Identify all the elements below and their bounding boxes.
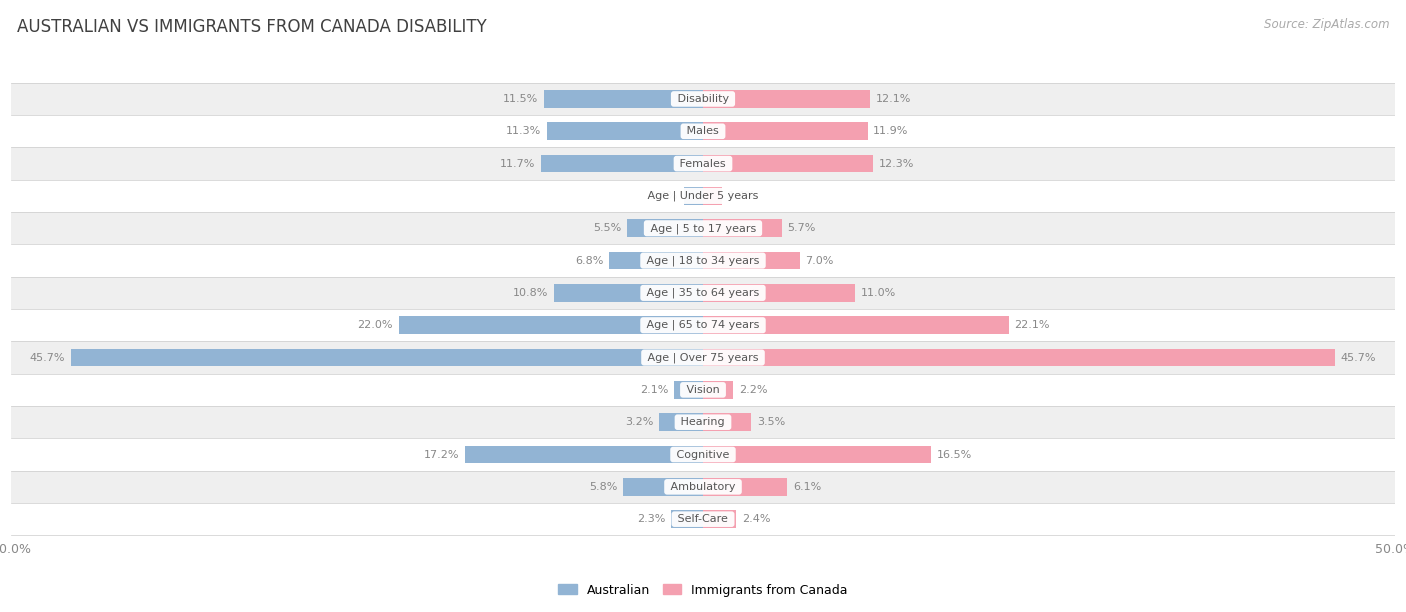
Bar (70, 349, 703, 367)
Text: 6.8%: 6.8% (575, 256, 603, 266)
Text: 12.1%: 12.1% (876, 94, 911, 104)
Text: Self-Care: Self-Care (675, 514, 731, 524)
Bar (11, 244, 1395, 277)
Text: Females: Females (676, 159, 730, 168)
Bar (627, 219, 703, 237)
Bar (11, 406, 1395, 438)
Bar (673, 381, 703, 399)
Bar (11, 374, 1395, 406)
Text: 22.1%: 22.1% (1014, 320, 1050, 330)
Bar (683, 187, 703, 205)
Bar (554, 284, 703, 302)
Text: 3.2%: 3.2% (624, 417, 654, 427)
Text: 2.4%: 2.4% (742, 514, 770, 524)
Text: Disability: Disability (673, 94, 733, 104)
Bar (703, 90, 870, 108)
Text: 10.8%: 10.8% (513, 288, 548, 298)
Bar (11, 115, 1395, 147)
Text: Age | 18 to 34 years: Age | 18 to 34 years (643, 255, 763, 266)
Text: Males: Males (683, 126, 723, 136)
Bar (703, 316, 1008, 334)
Text: 6.1%: 6.1% (793, 482, 821, 492)
Bar (11, 309, 1395, 341)
Bar (399, 316, 703, 334)
Text: 2.3%: 2.3% (637, 514, 665, 524)
Bar (11, 147, 1395, 180)
Text: 11.7%: 11.7% (501, 159, 536, 168)
Text: Age | 5 to 17 years: Age | 5 to 17 years (647, 223, 759, 234)
Text: 45.7%: 45.7% (1341, 353, 1376, 362)
Text: 11.9%: 11.9% (873, 126, 908, 136)
Text: 12.3%: 12.3% (879, 159, 914, 168)
Bar (703, 413, 751, 431)
Bar (11, 341, 1395, 374)
Bar (703, 478, 787, 496)
Text: 11.3%: 11.3% (506, 126, 541, 136)
Text: 5.5%: 5.5% (593, 223, 621, 233)
Text: 3.5%: 3.5% (756, 417, 785, 427)
Bar (703, 381, 734, 399)
Bar (11, 471, 1395, 503)
Text: 2.2%: 2.2% (740, 385, 768, 395)
Legend: Australian, Immigrants from Canada: Australian, Immigrants from Canada (558, 584, 848, 597)
Bar (703, 510, 737, 528)
Bar (11, 83, 1395, 115)
Text: 17.2%: 17.2% (425, 450, 460, 460)
Bar (547, 122, 703, 140)
Text: Age | Under 5 years: Age | Under 5 years (644, 191, 762, 201)
Bar (671, 510, 703, 528)
Text: 5.8%: 5.8% (589, 482, 617, 492)
Text: Age | Over 75 years: Age | Over 75 years (644, 353, 762, 363)
Text: Vision: Vision (683, 385, 723, 395)
Bar (623, 478, 703, 496)
Bar (609, 252, 703, 269)
Text: 11.0%: 11.0% (860, 288, 896, 298)
Bar (544, 90, 703, 108)
Bar (465, 446, 703, 463)
Bar (11, 180, 1395, 212)
Text: 1.4%: 1.4% (650, 191, 678, 201)
Text: 11.5%: 11.5% (503, 94, 538, 104)
Bar (11, 503, 1395, 536)
Text: 5.7%: 5.7% (787, 223, 815, 233)
Bar (11, 212, 1395, 244)
Bar (703, 252, 800, 269)
Bar (703, 219, 782, 237)
Text: 45.7%: 45.7% (30, 353, 65, 362)
Text: 22.0%: 22.0% (357, 320, 394, 330)
Text: AUSTRALIAN VS IMMIGRANTS FROM CANADA DISABILITY: AUSTRALIAN VS IMMIGRANTS FROM CANADA DIS… (17, 18, 486, 36)
Text: 1.4%: 1.4% (728, 191, 756, 201)
Text: Cognitive: Cognitive (673, 450, 733, 460)
Text: Age | 65 to 74 years: Age | 65 to 74 years (643, 320, 763, 330)
Bar (703, 122, 868, 140)
Bar (703, 349, 1336, 367)
Text: Source: ZipAtlas.com: Source: ZipAtlas.com (1264, 18, 1389, 31)
Text: 16.5%: 16.5% (936, 450, 972, 460)
Text: Ambulatory: Ambulatory (666, 482, 740, 492)
Bar (703, 446, 931, 463)
Text: Hearing: Hearing (678, 417, 728, 427)
Text: Age | 35 to 64 years: Age | 35 to 64 years (643, 288, 763, 298)
Bar (659, 413, 703, 431)
Text: 7.0%: 7.0% (806, 256, 834, 266)
Bar (11, 438, 1395, 471)
Bar (11, 277, 1395, 309)
Text: 2.1%: 2.1% (640, 385, 668, 395)
Bar (541, 155, 703, 173)
Bar (703, 187, 723, 205)
Bar (703, 155, 873, 173)
Bar (703, 284, 855, 302)
